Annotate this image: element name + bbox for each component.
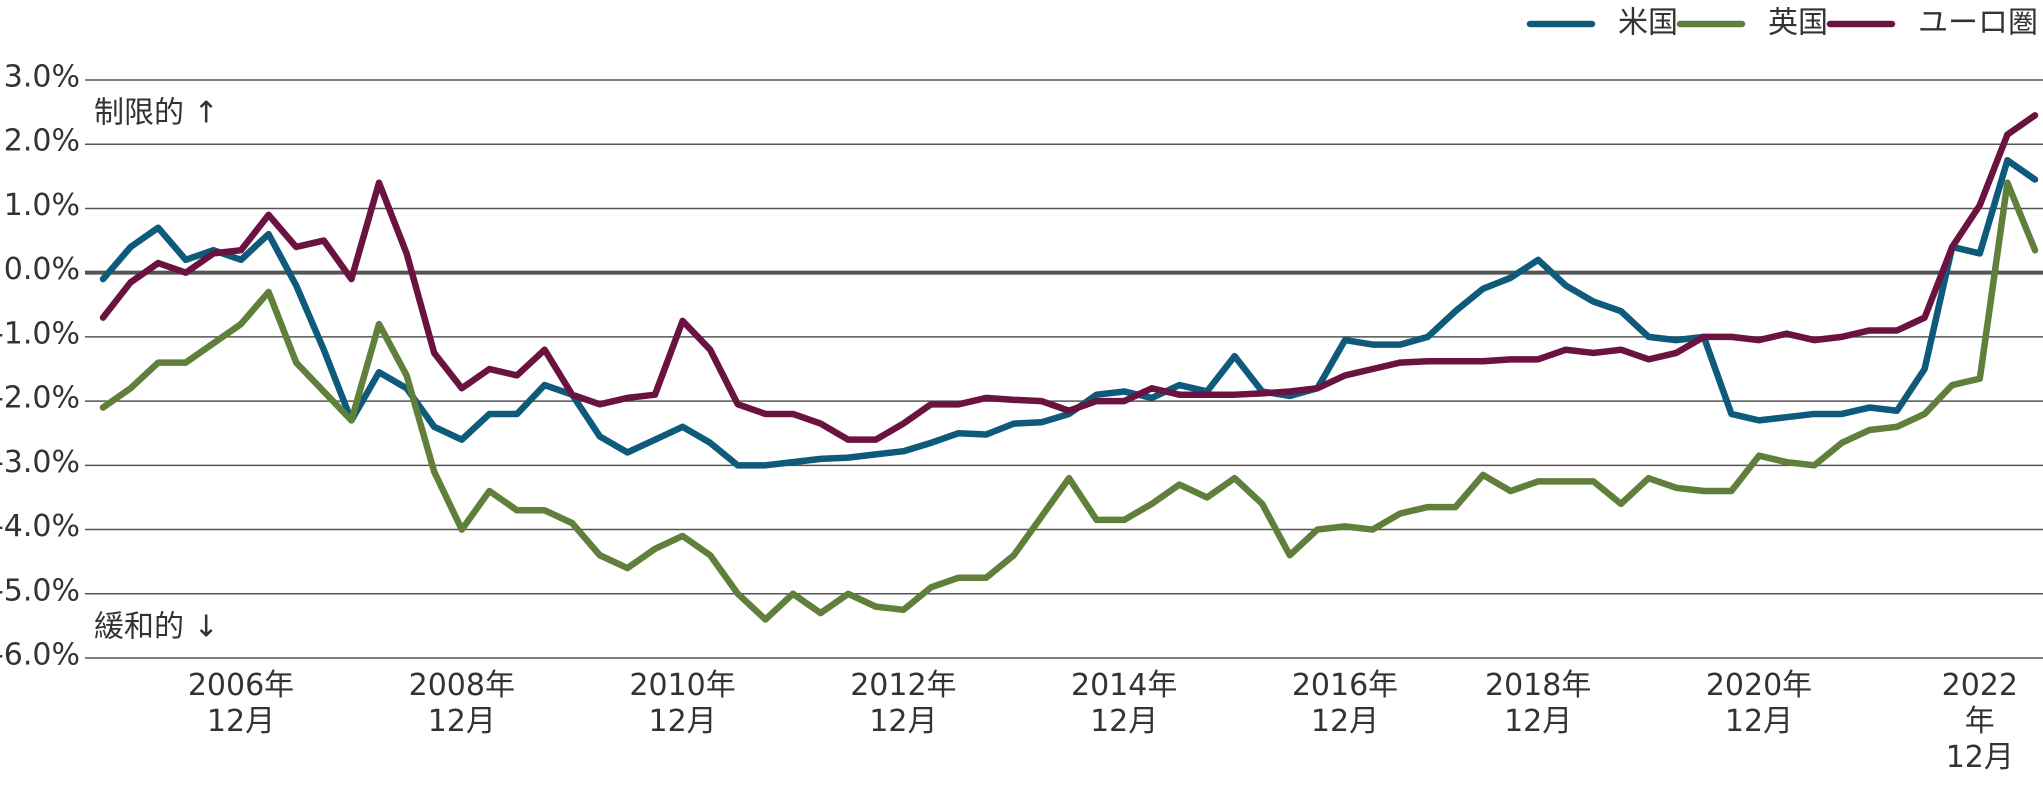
y-tick-label: -1.0% [0,316,80,351]
x-tick-label: 2016年 12月 [1291,668,1399,739]
y-tick-label: -3.0% [0,445,80,480]
x-tick-label: 2010年 12月 [629,668,736,739]
y-tick-label: 3.0% [4,60,80,95]
y-tick-label: -2.0% [0,381,80,416]
legend-label: ユーロ圏 [1918,6,2038,41]
y-tick-label: -6.0% [0,638,80,673]
y-tick-label: 0.0% [4,252,80,287]
annotation: 緩和的 ↓ [94,610,219,645]
line-series [99,179,2039,623]
y-tick-label: -4.0% [0,509,80,544]
x-tick-label: 2008年 12月 [408,668,515,739]
y-tick-label: 1.0% [4,188,80,223]
x-tick-label: 2018年 12月 [1485,668,1592,739]
legend-label: 米国 [1618,6,1678,41]
x-tick-label: 2022年 12月 [1941,668,2018,775]
x-tick-label: 2012年 12月 [850,668,957,739]
line-series [99,157,2039,469]
x-tick-label: 2014年 12月 [1071,668,1178,739]
x-tick-label: 2006年 12月 [187,668,295,739]
y-tick-label: -5.0% [0,573,80,608]
y-tick-label: 2.0% [4,124,80,159]
legend-label: 英国 [1768,6,1828,41]
x-tick-label: 2020年 12月 [1705,668,1813,739]
annotation: 制限的 ↑ [94,96,219,131]
line-series [99,112,2039,443]
